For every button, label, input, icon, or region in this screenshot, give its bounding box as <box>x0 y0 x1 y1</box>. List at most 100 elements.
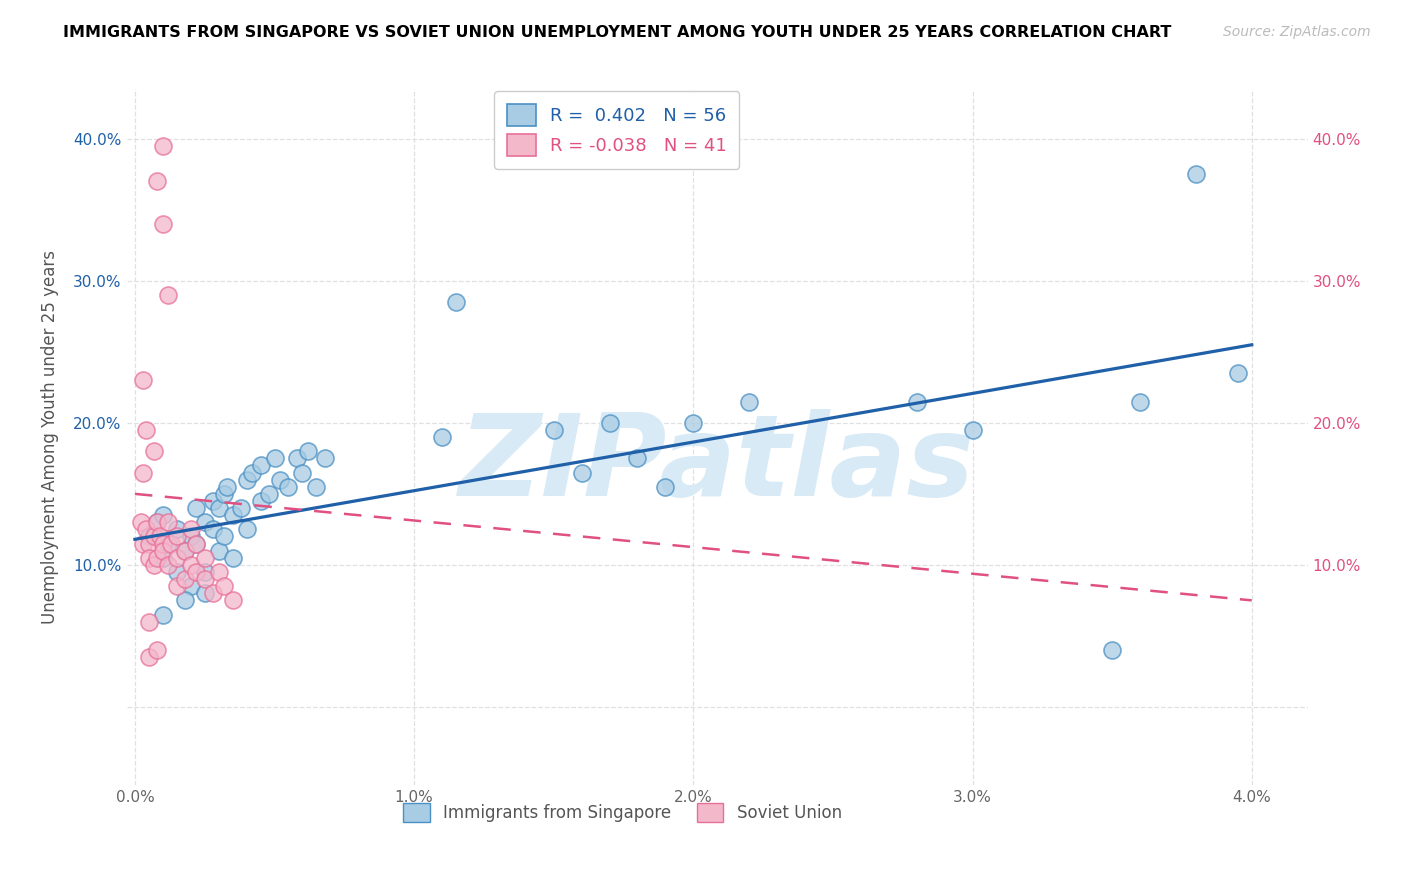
Point <box>249 458 271 473</box>
Point <box>314 451 336 466</box>
Point <box>152 508 174 523</box>
Point <box>235 522 257 536</box>
Point <box>215 480 238 494</box>
Point <box>143 444 166 458</box>
Point <box>157 558 180 572</box>
Point <box>174 572 197 586</box>
Point <box>221 550 243 565</box>
Point <box>202 586 225 600</box>
Point <box>186 536 208 550</box>
Point <box>146 516 169 530</box>
Point <box>229 501 252 516</box>
Point <box>180 529 202 543</box>
Point <box>249 494 271 508</box>
Point <box>202 522 225 536</box>
Point <box>571 466 593 480</box>
Point <box>297 444 319 458</box>
Point <box>1129 394 1152 409</box>
Point <box>186 565 208 579</box>
Point <box>180 522 202 536</box>
Point <box>305 480 328 494</box>
Text: IMMIGRANTS FROM SINGAPORE VS SOVIET UNION UNEMPLOYMENT AMONG YOUTH UNDER 25 YEAR: IMMIGRANTS FROM SINGAPORE VS SOVIET UNIO… <box>63 25 1171 40</box>
Point <box>132 466 155 480</box>
Point <box>543 423 565 437</box>
Point <box>152 550 174 565</box>
Point <box>214 487 236 501</box>
Point <box>138 615 160 629</box>
Point <box>430 430 453 444</box>
Point <box>143 529 166 543</box>
Point <box>138 650 160 665</box>
Point <box>146 550 169 565</box>
Point <box>654 480 676 494</box>
Point <box>221 593 243 607</box>
Point <box>269 473 291 487</box>
Point <box>221 508 243 523</box>
Point <box>194 572 217 586</box>
Point <box>1101 643 1123 657</box>
Point <box>143 558 166 572</box>
Point <box>135 522 157 536</box>
Point <box>291 466 314 480</box>
Point <box>214 529 236 543</box>
Point <box>194 565 217 579</box>
Point <box>738 394 761 409</box>
Point <box>132 536 155 550</box>
Point <box>146 643 169 657</box>
Point <box>174 593 197 607</box>
Point <box>186 536 208 550</box>
Point <box>263 451 285 466</box>
Point <box>174 543 197 558</box>
Point <box>194 586 217 600</box>
Text: Source: ZipAtlas.com: Source: ZipAtlas.com <box>1223 25 1371 39</box>
Point <box>444 295 467 310</box>
Point <box>138 536 160 550</box>
Point <box>152 139 174 153</box>
Point <box>166 550 188 565</box>
Point <box>138 529 160 543</box>
Point <box>202 494 225 508</box>
Point <box>146 516 169 530</box>
Point <box>157 536 180 550</box>
Point <box>599 416 621 430</box>
Point <box>152 543 174 558</box>
Point <box>208 501 231 516</box>
Point <box>180 579 202 593</box>
Point <box>285 451 308 466</box>
Point <box>240 466 263 480</box>
Point <box>257 487 280 501</box>
Point <box>235 473 257 487</box>
Point <box>149 529 172 543</box>
Point <box>157 516 180 530</box>
Point <box>152 536 174 550</box>
Point <box>905 394 928 409</box>
Point <box>138 550 160 565</box>
Point <box>214 579 236 593</box>
Point <box>194 550 217 565</box>
Point <box>277 480 299 494</box>
Point <box>208 543 231 558</box>
Point <box>160 536 183 550</box>
Point <box>129 516 152 530</box>
Point <box>166 522 188 536</box>
Point <box>157 288 180 302</box>
Point <box>194 516 217 530</box>
Point <box>152 217 174 231</box>
Point <box>146 174 169 188</box>
Legend: Immigrants from Singapore, Soviet Union: Immigrants from Singapore, Soviet Union <box>396 797 848 829</box>
Y-axis label: Unemployment Among Youth under 25 years: Unemployment Among Youth under 25 years <box>41 250 59 624</box>
Point <box>682 416 704 430</box>
Point <box>186 501 208 516</box>
Point <box>208 565 231 579</box>
Point <box>174 543 197 558</box>
Point <box>166 579 188 593</box>
Point <box>1226 366 1249 380</box>
Point <box>1185 168 1208 182</box>
Point <box>152 607 174 622</box>
Point <box>132 373 155 387</box>
Text: ZIPatlas: ZIPatlas <box>458 409 976 520</box>
Point <box>166 529 188 543</box>
Point <box>135 423 157 437</box>
Point <box>166 565 188 579</box>
Point <box>962 423 984 437</box>
